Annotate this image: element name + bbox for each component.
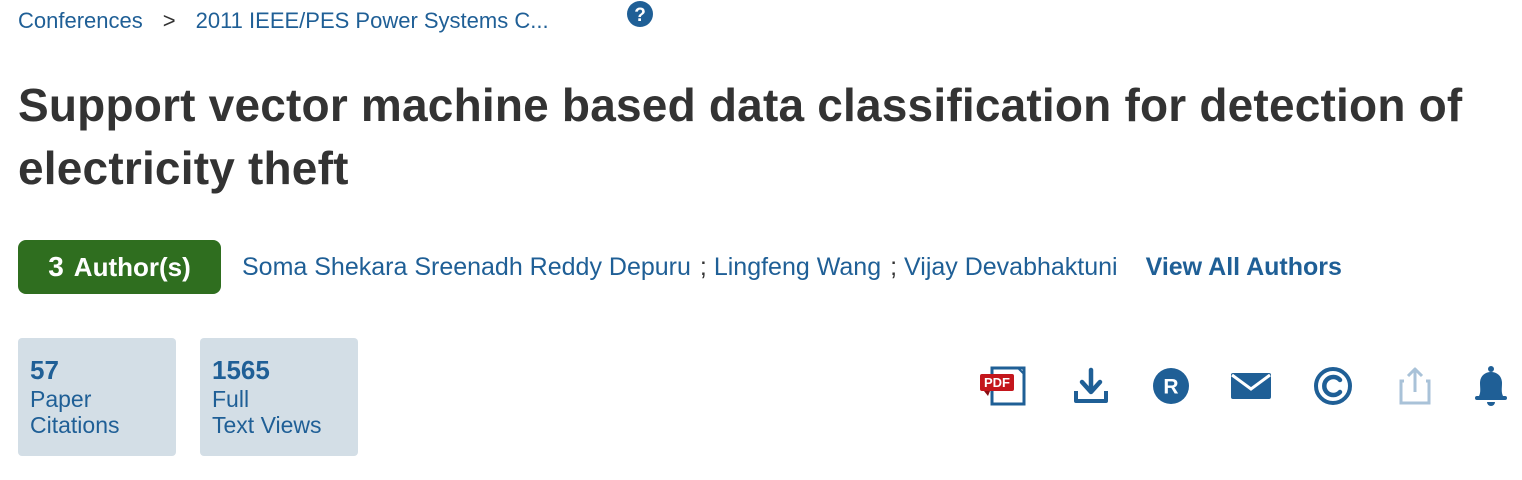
authors-count: 3 [48,251,64,282]
rights-icon[interactable]: R [1146,362,1196,410]
author-link[interactable]: Soma Shekara Sreenadh Reddy Depuru [242,252,691,281]
full-text-views-metric[interactable]: 1565 Full Text Views [200,338,358,456]
author-list: Soma Shekara Sreenadh Reddy Depuru ; Lin… [242,253,1118,282]
paper-citations-metric[interactable]: 57 Paper Citations [18,338,176,456]
metric-label: Text Views [212,412,322,438]
view-all-authors-link[interactable]: View All Authors [1145,252,1342,281]
metric-label: Citations [30,412,120,438]
authors-count-button[interactable]: 3 Author(s) [18,240,221,294]
metric-value: 1565 [212,355,270,385]
metric-value: 57 [30,355,59,385]
svg-text:?: ? [634,5,646,26]
share-icon[interactable] [1390,362,1440,410]
breadcrumb: Conferences > 2011 IEEE/PES Power System… [18,6,549,36]
metric-label: Full [212,386,250,412]
author-separator: ; [699,252,707,281]
author-separator: ; [890,252,898,281]
authors-row: 3 Author(s) Soma Shekara Sreenadh Reddy … [18,240,1342,294]
copyright-icon[interactable] [1308,362,1358,410]
breadcrumb-separator: > [162,8,176,33]
metric-label: Paper [30,386,92,412]
pdf-label: PDF [984,375,1010,390]
page-title: Support vector machine based data classi… [18,79,1463,194]
email-icon[interactable] [1226,362,1276,410]
help-question-icon[interactable]: ? [625,0,655,28]
pdf-icon[interactable]: PDF [978,362,1028,410]
breadcrumb-conferences[interactable]: Conferences [18,8,143,33]
authors-badge-label: Author(s) [73,251,191,282]
breadcrumb-conference-name[interactable]: 2011 IEEE/PES Power Systems C... [195,8,549,33]
svg-text:R: R [1163,376,1178,399]
author-link[interactable]: Lingfeng Wang [713,252,882,281]
download-icon[interactable] [1066,362,1116,410]
alert-bell-icon[interactable] [1466,362,1516,410]
author-link[interactable]: Vijay Devabhaktuni [904,252,1118,281]
